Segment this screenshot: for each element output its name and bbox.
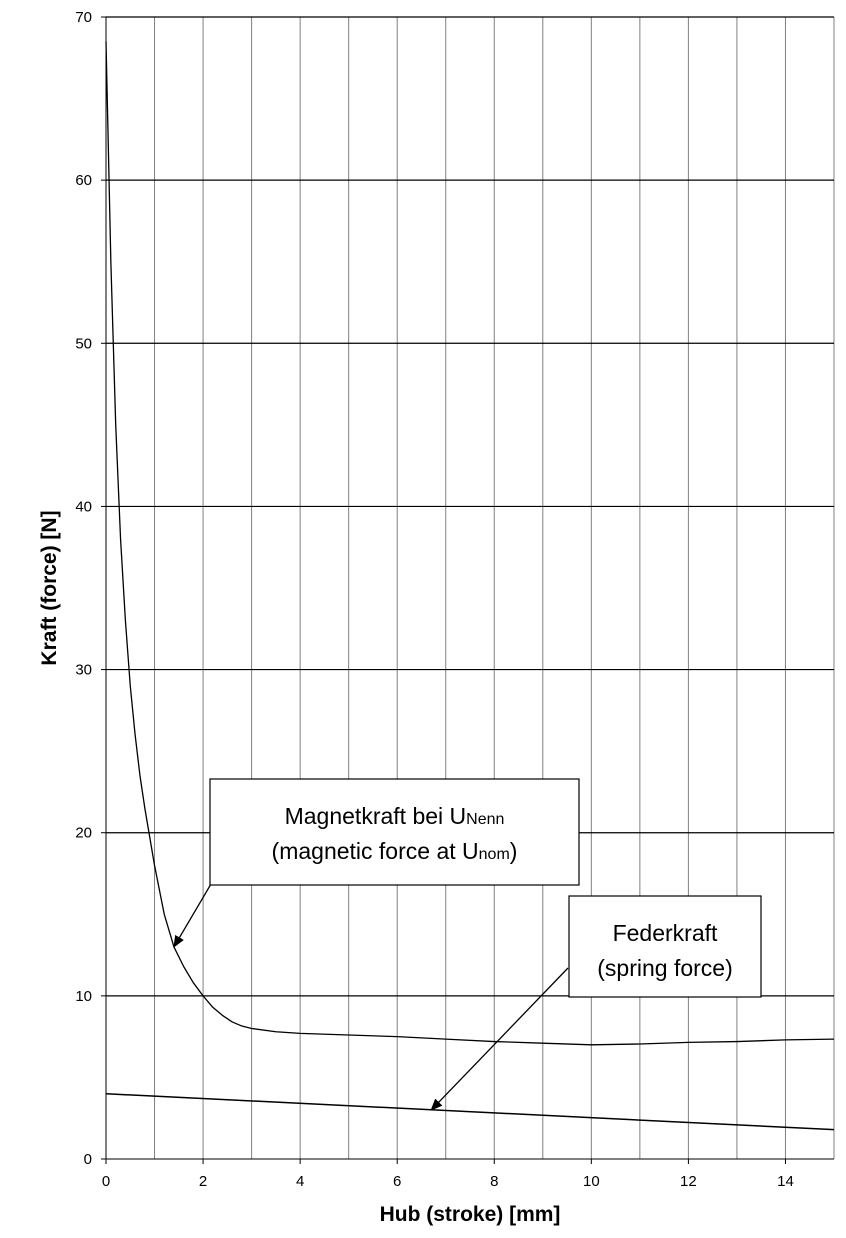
y-tick-label: 30 bbox=[75, 662, 92, 679]
x-tick-label: 10 bbox=[583, 1173, 600, 1190]
y-tick-labels: 0 10 20 30 40 50 60 70 bbox=[75, 9, 106, 1168]
spring-force-callout: Federkraft (spring force) bbox=[430, 895, 762, 1111]
spring-force-line bbox=[105, 1092, 835, 1131]
x-tick-label: 14 bbox=[777, 1173, 794, 1190]
callout-arrow bbox=[173, 883, 212, 948]
y-tick-label: 40 bbox=[75, 498, 92, 515]
callout-box bbox=[568, 895, 762, 998]
x-tick-label: 8 bbox=[490, 1173, 498, 1190]
callout-subscript: nom bbox=[479, 846, 510, 863]
x-tick-label: 6 bbox=[393, 1173, 401, 1190]
y-tick-label: 70 bbox=[75, 9, 92, 26]
magnetic-force-callout: Magnetkraft bei UNenn(magnetic force at … bbox=[173, 778, 580, 948]
y-tick-label: 0 bbox=[84, 1151, 92, 1168]
callout-box bbox=[209, 778, 580, 886]
horizontal-gridlines bbox=[106, 16, 834, 997]
x-tick-label: 4 bbox=[296, 1173, 304, 1190]
y-tick-label: 10 bbox=[75, 988, 92, 1005]
magnetic-force-line bbox=[105, 41, 835, 1046]
callouts: Magnetkraft bei UNenn(magnetic force at … bbox=[173, 778, 762, 1111]
axes bbox=[105, 17, 834, 1160]
x-tick-label: 2 bbox=[199, 1173, 207, 1190]
series-layer bbox=[105, 41, 835, 1131]
x-axis-title: Hub (stroke) [mm] bbox=[380, 1203, 561, 1226]
callout-line: (spring force) bbox=[597, 955, 732, 981]
y-tick-label: 60 bbox=[75, 172, 92, 189]
x-tick-labels: 0 2 4 6 8 10 12 14 bbox=[102, 1159, 794, 1190]
y-tick-label: 20 bbox=[75, 825, 92, 842]
callout-line: Federkraft bbox=[613, 920, 718, 946]
callout-line: (magnetic force at Unom) bbox=[272, 838, 518, 864]
x-tick-label: 0 bbox=[102, 1173, 110, 1190]
x-tick-label: 12 bbox=[680, 1173, 697, 1190]
y-axis-title: Kraft (force) [N] bbox=[38, 510, 61, 665]
callout-arrow bbox=[430, 967, 569, 1111]
y-tick-label: 50 bbox=[75, 335, 92, 352]
callout-subscript: Nenn bbox=[466, 811, 504, 828]
